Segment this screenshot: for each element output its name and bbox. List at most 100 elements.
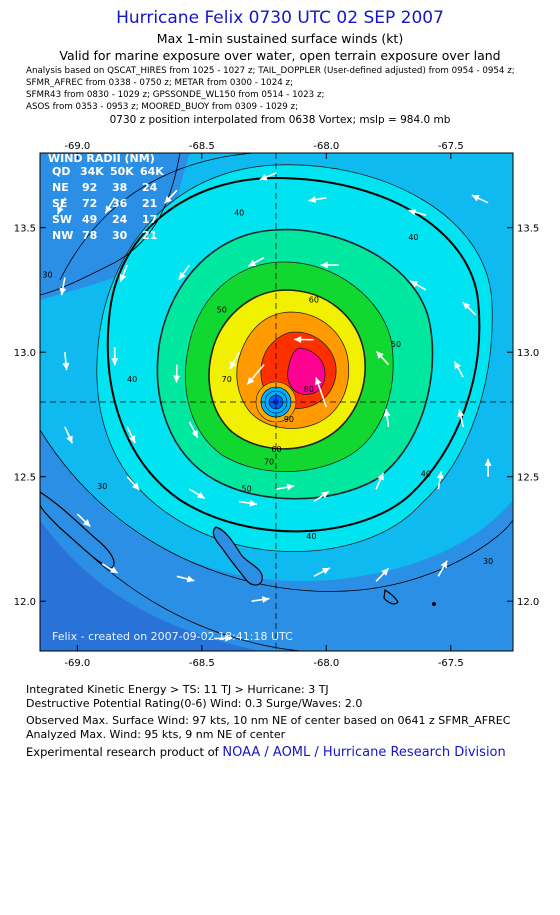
wind-radii-header: 50K [110,165,134,178]
wind-vector [239,499,258,507]
contour-line-34kt [106,176,481,533]
wind-radii-table: WIND RADII (NM) QD 34K 50K 64K NE 92 38 … [48,152,164,242]
wind-vector [176,575,195,583]
contour-line-30kt [40,153,513,592]
contour-label: 90 [284,415,294,424]
island-klein [432,602,436,606]
wind-vector [246,364,265,386]
wind-vector [375,472,385,490]
wind-vector-layer [56,172,492,642]
contour-label: 30 [42,271,52,280]
wind-radii-cell: 49 [82,213,97,226]
analysis-line: SFMR43 from 0830 - 1029 z; GPSSONDE_WL15… [26,90,325,100]
wind-vector [453,360,464,378]
contour-label: 50 [217,305,227,314]
wind-vector [101,563,119,574]
analysis-line: SFMR_AFREC from 0338 - 0750 z; METAR fro… [26,78,294,88]
lon-label: -69.0 [64,658,90,668]
plot-frame [39,152,514,652]
lat-label: 12.5 [517,473,539,484]
wind-radii-cell: 21 [142,229,157,242]
lat-label: 13.5 [14,224,36,235]
wind-radii-header: 34K [80,165,104,178]
lat-label: 13.5 [517,224,539,235]
wind-vector [320,261,339,269]
lon-label: -68.0 [313,658,339,668]
weak-wind-zone-far-sw [40,520,260,651]
lon-label: -69.0 [64,141,90,152]
wind-radii-header: 64K [140,165,164,178]
contour-label: 30 [97,482,107,491]
wind-vector [229,351,240,370]
contour-label: 40 [234,208,244,217]
wind-vector [126,426,136,444]
wind-vector [104,197,116,214]
lat-label: 12.5 [14,473,36,484]
wind-vector [178,264,191,281]
axis-ticks: -69.0 -69.0 -68.5 -68.5 -68.0 -68.0 -67.5 -67.5… [14,141,540,668]
wind-vector [383,408,391,428]
analyzed-max-line: Analyzed Max. Wind: 95 kts, 9 nm NE of c… [26,728,286,741]
wind-vector [259,172,277,181]
wind-vector [76,513,91,528]
map-subtitle-exposure: Valid for marine exposure over water, op… [59,48,501,63]
contour-label: 40 [127,375,137,384]
map-subtitle: Max 1-min sustained surface winds (kt) [156,31,404,46]
wind-vector [457,409,465,428]
wind-vector [313,490,330,503]
wind-vector [64,426,74,444]
wind-vector [408,208,427,217]
wind-vector [59,277,67,296]
credit-prefix: Experimental research product of [26,745,223,759]
wind-radii-cell: SW [52,213,72,226]
lon-label: -68.5 [189,658,215,668]
wind-vector [375,350,390,366]
wind-radii-cell: 21 [142,197,157,210]
wind-vector [62,352,70,371]
contour-label: 40 [408,233,418,242]
wind-vector [247,256,265,267]
position-line: 0730 z position interpolated from 0638 V… [109,114,451,126]
lon-label: -68.5 [189,141,215,152]
hrd-link[interactable]: NOAA / AOML / Hurricane Research Divisio… [222,745,506,760]
contour-label: 70 [264,457,274,466]
map-title: Hurricane Felix 0730 UTC 02 SEP 2007 [116,8,444,28]
lat-label: 12.0 [14,597,36,608]
wind-radii-cell: NE [52,181,69,194]
weak-wind-zone-nw [40,153,190,300]
wind-vector [294,336,314,344]
wind-radii-cell: 38 [112,181,127,194]
contour-label: 40 [306,532,316,541]
wind-radii-cell: 24 [112,213,128,226]
wind-vector [111,347,119,366]
wind-vector [308,196,327,204]
wind-radii-cell: 30 [112,229,128,242]
observed-max-line: Observed Max. Surface Wind: 97 kts, 10 n… [26,714,511,727]
map-credit: Felix - created on 2007-09-02 18:41:18 U… [52,630,293,643]
wind-vector [484,458,492,477]
wind-vector [188,488,206,500]
wind-vector [314,377,328,408]
wind-radii-cell: NW [52,229,73,242]
island-curacao [212,526,263,586]
dpr-line: Destructive Potential Rating(0-6) Wind: … [26,697,363,710]
lat-label: 13.0 [517,348,539,359]
contour-label: 80 [304,385,314,394]
wind-vector [119,264,128,283]
wind-radii-cell: 78 [82,229,97,242]
lat-label: 12.0 [517,597,539,608]
wind-vector [56,197,66,215]
wind-radii-cell: 17 [142,213,157,226]
island-aruba [40,491,115,569]
wind-vector [462,301,477,316]
wind-vector [437,560,448,577]
weak-wind-zone-sw [40,430,513,651]
contour-label: 50 [242,485,252,494]
wind-vector [276,483,295,491]
wind-vector [313,567,331,578]
island-bonaire [383,589,399,605]
wind-radii-cell: 24 [142,181,158,194]
wind-vector [375,567,390,582]
wind-radii-title: WIND RADII (NM) [48,152,155,165]
wind-radii-cell: 72 [82,197,97,210]
